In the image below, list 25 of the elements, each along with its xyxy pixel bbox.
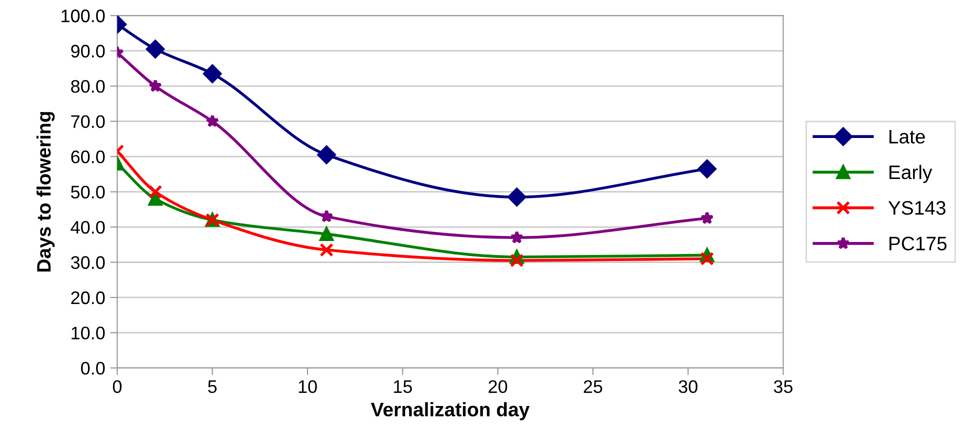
- y-tick-label: 10.0: [72, 326, 105, 340]
- x-tick-label: 25: [584, 380, 602, 394]
- x-tick-label: 35: [774, 380, 792, 394]
- y-tick-label: 90.0: [71, 44, 105, 58]
- y-tick-label: 50.0: [71, 186, 105, 198]
- x-axis-title: Vernalization day: [370, 402, 530, 420]
- legend-label: Early: [890, 164, 932, 184]
- legend-label: YS143: [888, 201, 946, 215]
- x-tick-label: 0: [112, 380, 122, 394]
- legend-label: PC175: [890, 236, 947, 250]
- x-tick-label: 10: [298, 380, 317, 394]
- y-tick-label: 30.0: [70, 256, 105, 269]
- y-tick-label: 0.0: [81, 362, 105, 375]
- y-tick-label: 70.0: [71, 115, 105, 128]
- y-tick-label: 40.0: [70, 220, 105, 234]
- x-tick-label: 20: [488, 380, 508, 394]
- legend-label: Late: [890, 130, 925, 144]
- y-tick-label: 60.0: [71, 150, 105, 164]
- x-tick-label: 5: [208, 380, 217, 394]
- y-axis-title: Days to flowering: [36, 112, 55, 272]
- y-tick-label: 80.0: [71, 80, 105, 93]
- y-tick-label: 20.0: [71, 291, 105, 304]
- x-tick-label: 15: [394, 380, 412, 394]
- y-tick-label: 100.0: [62, 10, 105, 22]
- x-tick-label: 30: [678, 380, 698, 394]
